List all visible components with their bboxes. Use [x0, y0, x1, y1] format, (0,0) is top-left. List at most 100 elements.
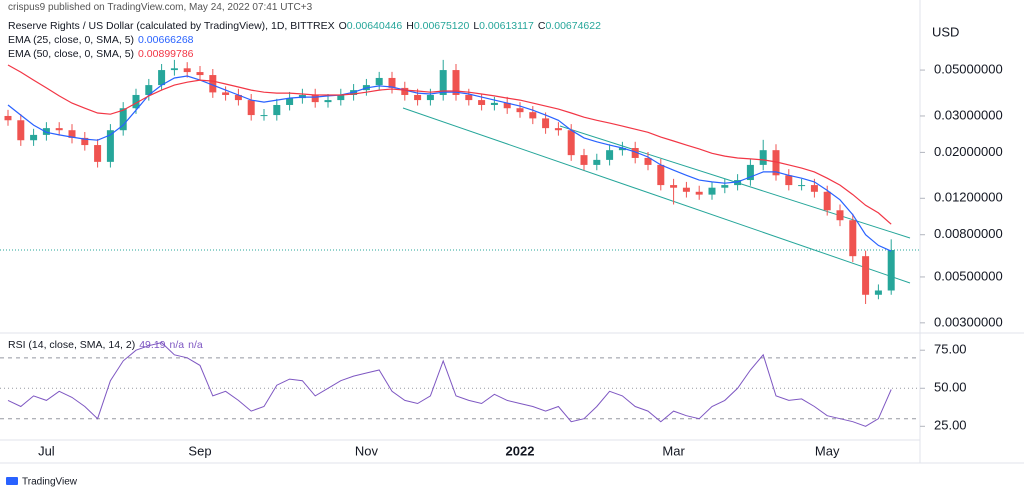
candle-body — [222, 92, 230, 95]
publish-line: crispus9 published on TradingView.com, M… — [8, 2, 312, 13]
ohlc-label: H — [406, 20, 414, 32]
candle-body — [823, 191, 831, 211]
candle-body — [593, 159, 601, 165]
y-tick-label: 0.01200000 — [934, 190, 1003, 205]
candle-body — [554, 128, 562, 131]
candle-body — [734, 180, 742, 186]
y-tick-label: 25.00 — [934, 418, 967, 433]
series-title: Reserve Rights / US Dollar (calculated b… — [8, 20, 335, 32]
candle-body — [657, 164, 665, 186]
candle-body — [606, 150, 614, 160]
candle-body — [247, 100, 255, 116]
candle-body — [375, 77, 383, 86]
y-tick-label: 75.00 — [934, 342, 967, 357]
candle-body — [670, 185, 678, 188]
candle-body — [721, 185, 729, 188]
candle-body — [311, 94, 319, 103]
ema-line — [7, 75, 892, 252]
y-tick-label: 0.00300000 — [934, 314, 1003, 329]
candle-body — [81, 137, 89, 146]
price-axis-label: USD — [932, 24, 959, 39]
candle-body — [388, 77, 396, 88]
x-tick-label: May — [815, 443, 840, 458]
main-legend: Reserve Rights / US Dollar (calculated b… — [8, 20, 601, 32]
candle-body — [682, 187, 690, 192]
candle-body — [94, 145, 102, 162]
candle-body — [695, 191, 703, 195]
rsi-value: 49.19 — [139, 339, 166, 351]
candle-body — [273, 104, 281, 116]
candle-body — [516, 108, 524, 113]
candle-body — [644, 157, 652, 165]
rsi-legend: RSI (14, close, SMA, 14, 2) 49.19 n/a n/a — [8, 339, 203, 351]
rsi-extra: n/a — [188, 339, 203, 351]
candle-body — [746, 164, 754, 181]
ohlc-label: C — [537, 20, 546, 32]
candle-body — [17, 120, 25, 141]
candle-body — [452, 70, 460, 95]
candle-body — [132, 94, 140, 109]
ema-line — [7, 64, 892, 225]
candle-body — [759, 150, 767, 165]
candle-body — [490, 102, 498, 105]
candle-body — [324, 100, 332, 103]
ohlc-value: 0.00675120 — [413, 20, 470, 32]
y-tick-label: 0.00800000 — [934, 226, 1003, 241]
x-tick-label: Sep — [188, 443, 211, 458]
ohlc-label: L — [473, 20, 480, 32]
candle-body — [401, 87, 409, 95]
rsi-title: RSI (14, close, SMA, 14, 2) — [8, 339, 136, 351]
candle-body — [170, 68, 178, 71]
candle-body — [503, 102, 511, 109]
candle-body — [631, 148, 639, 158]
rsi-extra: n/a — [169, 339, 185, 351]
candle-body — [798, 185, 806, 187]
candle-body — [708, 187, 716, 195]
candle-body — [4, 115, 12, 121]
candle-body — [158, 70, 166, 86]
legend-name: EMA (25, close, 0, SMA, 5) — [8, 34, 135, 46]
candle-body — [529, 112, 537, 119]
candle-body — [478, 100, 486, 105]
channel-line — [402, 107, 911, 284]
candle-body — [209, 75, 217, 93]
candle-body — [862, 256, 870, 295]
candle-body — [772, 150, 780, 176]
y-tick-label: 0.05000000 — [934, 62, 1003, 77]
candle-body — [68, 130, 76, 138]
candle-body — [542, 118, 550, 129]
candle-body — [567, 130, 575, 156]
candle-body — [183, 68, 191, 73]
candle-body — [414, 94, 422, 101]
candle-body — [810, 185, 818, 192]
candle-body — [580, 155, 588, 165]
candle-body — [196, 72, 204, 76]
candle-body — [439, 70, 447, 95]
candle-body — [145, 85, 153, 95]
candle-body — [618, 148, 626, 151]
ohlc-label: O — [338, 20, 347, 32]
candle-body — [849, 220, 857, 257]
candle-body — [106, 130, 114, 162]
legend-value: 0.00666268 — [138, 34, 194, 46]
candle-body — [426, 94, 434, 101]
x-tick-label: 2022 — [506, 443, 535, 458]
candle-body — [465, 94, 473, 101]
publish-text: crispus9 published on TradingView.com, M… — [8, 2, 313, 13]
footer-logo: TradingView — [22, 477, 78, 488]
x-tick-label: Mar — [662, 443, 685, 458]
candle-body — [337, 94, 345, 101]
candle-body — [234, 94, 242, 101]
y-tick-label: 0.00500000 — [934, 268, 1003, 283]
ohlc-value: 0.00613117 — [479, 20, 534, 32]
candle-body — [887, 250, 895, 291]
candle-body — [836, 210, 844, 221]
candle-body — [260, 115, 268, 117]
candle-body — [785, 175, 793, 186]
rsi-line — [7, 342, 892, 427]
candle-body — [286, 98, 294, 105]
logo — [6, 477, 18, 485]
candle-body — [119, 108, 127, 131]
